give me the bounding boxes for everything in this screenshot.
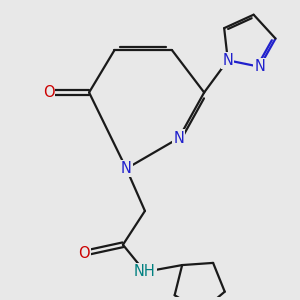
Text: O: O xyxy=(78,246,90,261)
Text: N: N xyxy=(121,161,132,176)
Text: N: N xyxy=(222,53,233,68)
Text: O: O xyxy=(43,85,54,100)
Text: N: N xyxy=(254,59,265,74)
Text: NH: NH xyxy=(134,264,156,279)
Text: N: N xyxy=(173,131,184,146)
